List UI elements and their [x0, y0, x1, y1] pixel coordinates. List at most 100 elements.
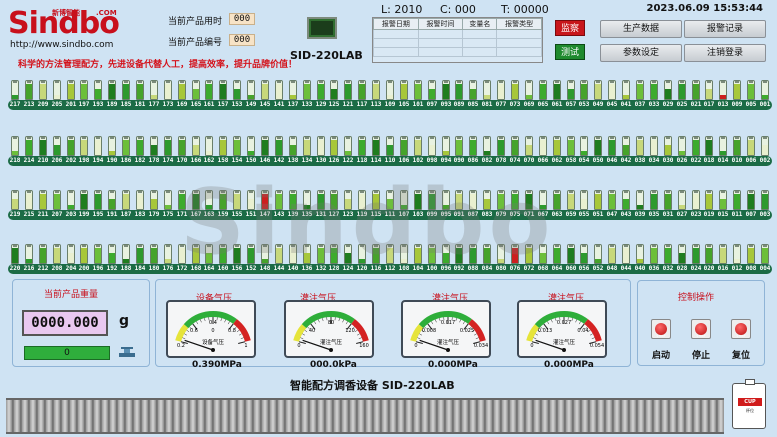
bottle-076[interactable]	[511, 244, 519, 264]
bottle-145[interactable]	[261, 80, 269, 100]
bottle-124[interactable]	[344, 244, 352, 264]
bottle-025[interactable]	[678, 80, 686, 100]
bottle-045[interactable]	[608, 80, 616, 100]
bottle-038[interactable]	[636, 136, 644, 156]
bottle-002[interactable]	[761, 136, 769, 156]
bottle-159[interactable]	[219, 190, 227, 210]
bottle-071[interactable]	[525, 190, 533, 210]
table-row[interactable]	[373, 47, 542, 57]
bottle-170[interactable]	[178, 136, 186, 156]
bottle-115[interactable]	[372, 190, 380, 210]
bottle-181[interactable]	[136, 80, 144, 100]
bottle-192[interactable]	[108, 244, 116, 264]
bottle-081[interactable]	[483, 80, 491, 100]
bottle-122[interactable]	[344, 136, 352, 156]
bottle-090[interactable]	[455, 136, 463, 156]
bottle-050[interactable]	[594, 136, 602, 156]
bottle-127[interactable]	[330, 190, 338, 210]
bottle-111[interactable]	[386, 190, 394, 210]
bottle-175[interactable]	[164, 190, 172, 210]
bottle-086[interactable]	[469, 136, 477, 156]
bottle-189[interactable]	[108, 80, 116, 100]
bottle-177[interactable]	[150, 80, 158, 100]
bottle-073[interactable]	[511, 80, 519, 100]
bottle-198[interactable]	[80, 136, 88, 156]
bottle-042[interactable]	[622, 136, 630, 156]
bottle-055[interactable]	[580, 190, 588, 210]
bottle-167[interactable]	[192, 190, 200, 210]
bottle-172[interactable]	[178, 244, 186, 264]
bottle-011[interactable]	[733, 190, 741, 210]
bottle-112[interactable]	[386, 244, 394, 264]
bottle-199[interactable]	[80, 190, 88, 210]
bottle-204[interactable]	[67, 244, 75, 264]
bottle-202[interactable]	[67, 136, 75, 156]
bottle-058[interactable]	[567, 136, 575, 156]
bottle-139[interactable]	[289, 190, 297, 210]
bottle-219[interactable]	[11, 190, 19, 210]
bottle-040[interactable]	[636, 244, 644, 264]
bottle-072[interactable]	[525, 244, 533, 264]
bottle-003[interactable]	[761, 190, 769, 210]
bottle-149[interactable]	[247, 80, 255, 100]
bottle-113[interactable]	[372, 80, 380, 100]
bottle-014[interactable]	[719, 136, 727, 156]
bottle-153[interactable]	[233, 80, 241, 100]
stop-button[interactable]: START	[691, 319, 711, 339]
bottle-194[interactable]	[94, 136, 102, 156]
bottle-049[interactable]	[594, 80, 602, 100]
bottle-168[interactable]	[192, 244, 200, 264]
bottle-207[interactable]	[53, 190, 61, 210]
bottle-066[interactable]	[539, 136, 547, 156]
bottle-214[interactable]	[25, 136, 33, 156]
table-row[interactable]	[373, 29, 542, 39]
bottle-052[interactable]	[594, 244, 602, 264]
bottle-068[interactable]	[539, 244, 547, 264]
bottle-169[interactable]	[178, 80, 186, 100]
bottle-033[interactable]	[650, 80, 658, 100]
bottle-012[interactable]	[733, 244, 741, 264]
bottle-095[interactable]	[442, 190, 450, 210]
bottle-056[interactable]	[580, 244, 588, 264]
bottle-142[interactable]	[275, 136, 283, 156]
bottle-088[interactable]	[469, 244, 477, 264]
bottle-030[interactable]	[664, 136, 672, 156]
bottle-083[interactable]	[483, 190, 491, 210]
bottle-138[interactable]	[289, 136, 297, 156]
bottle-016[interactable]	[719, 244, 727, 264]
bottle-216[interactable]	[25, 244, 33, 264]
bottle-161[interactable]	[205, 80, 213, 100]
bottle-147[interactable]	[261, 190, 269, 210]
bottle-057[interactable]	[567, 80, 575, 100]
bottle-009[interactable]	[733, 80, 741, 100]
bottle-028[interactable]	[678, 244, 686, 264]
bottle-164[interactable]	[205, 244, 213, 264]
bottle-180[interactable]	[150, 244, 158, 264]
bottle-043[interactable]	[622, 190, 630, 210]
bottle-102[interactable]	[414, 136, 422, 156]
bottle-092[interactable]	[455, 244, 463, 264]
bottle-089[interactable]	[455, 80, 463, 100]
bottle-108[interactable]	[400, 244, 408, 264]
bottle-110[interactable]	[386, 136, 394, 156]
bottle-116[interactable]	[372, 244, 380, 264]
bottle-136[interactable]	[303, 244, 311, 264]
bottle-117[interactable]	[358, 80, 366, 100]
bottle-165[interactable]	[192, 80, 200, 100]
bottle-080[interactable]	[497, 244, 505, 264]
bottle-128[interactable]	[330, 244, 338, 264]
bottle-151[interactable]	[247, 190, 255, 210]
bottle-143[interactable]	[275, 190, 283, 210]
bottle-131[interactable]	[317, 190, 325, 210]
bottle-154[interactable]	[233, 136, 241, 156]
bottle-010[interactable]	[733, 136, 741, 156]
bottle-054[interactable]	[580, 136, 588, 156]
bottle-188[interactable]	[122, 244, 130, 264]
bottle-160[interactable]	[219, 244, 227, 264]
bottle-082[interactable]	[483, 136, 491, 156]
bottle-155[interactable]	[233, 190, 241, 210]
bottle-048[interactable]	[608, 244, 616, 264]
bottle-137[interactable]	[289, 80, 297, 100]
bottle-077[interactable]	[497, 80, 505, 100]
bottle-070[interactable]	[525, 136, 533, 156]
